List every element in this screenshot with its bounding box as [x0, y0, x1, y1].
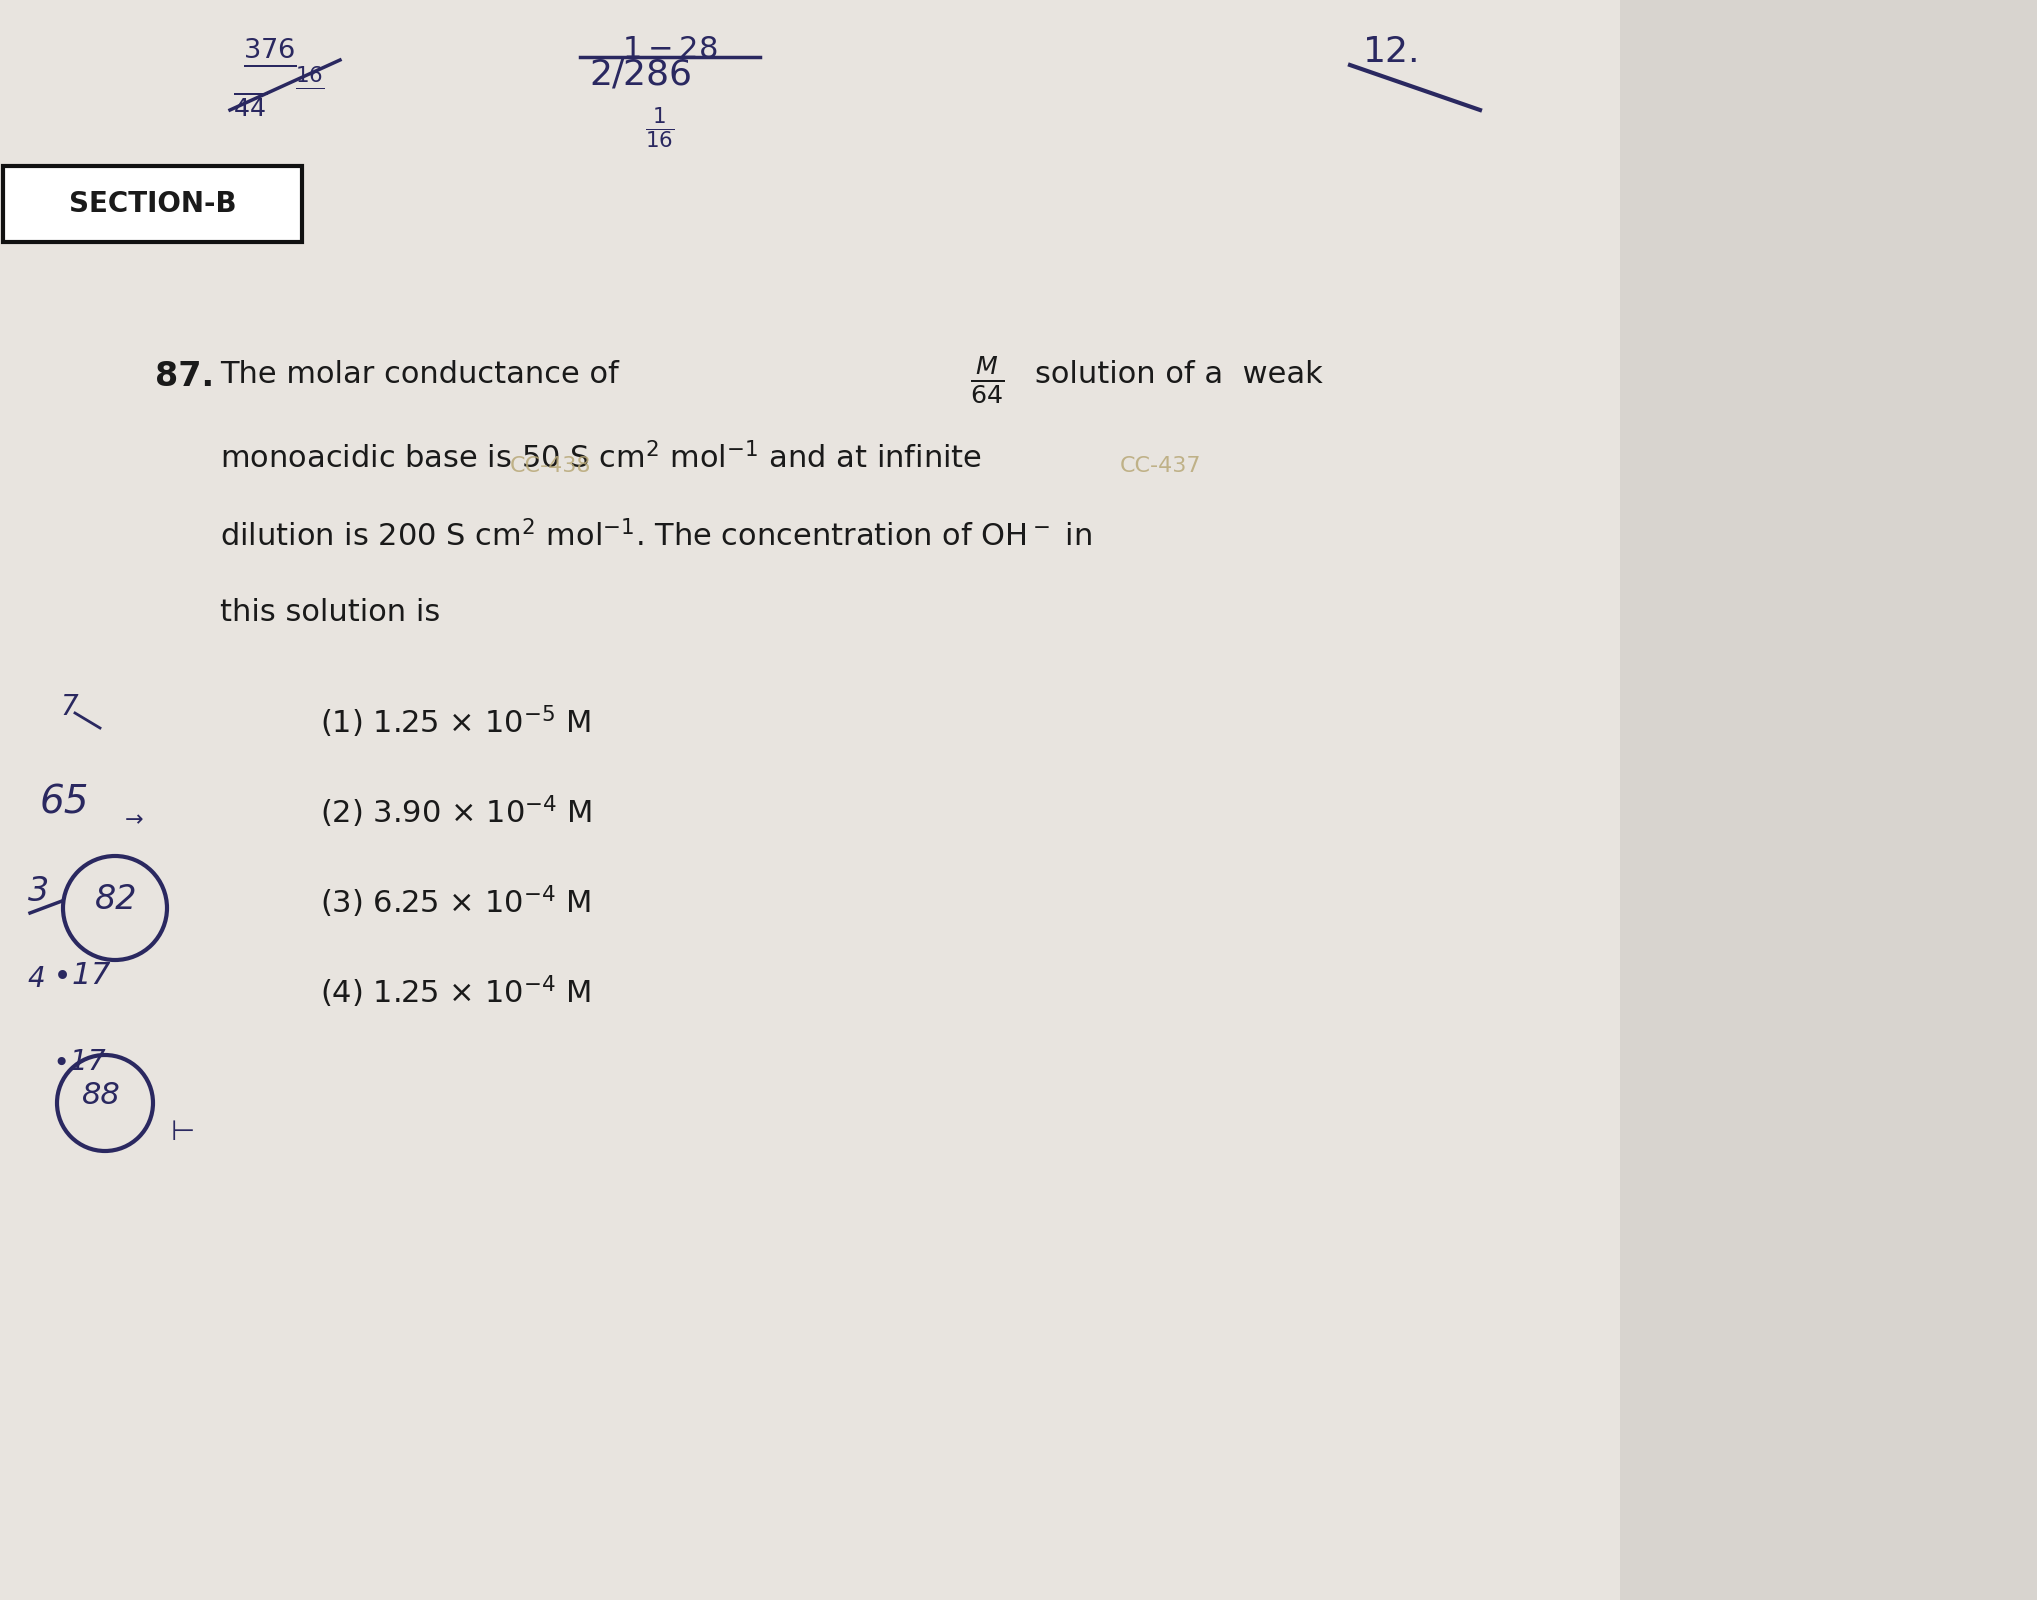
Text: $2/286$: $2/286$: [589, 58, 691, 91]
Text: this solution is: this solution is: [220, 598, 440, 627]
Text: $\bullet$17: $\bullet$17: [53, 1048, 106, 1075]
Text: $\bullet$17: $\bullet$17: [53, 962, 112, 990]
Text: solution of a  weak: solution of a weak: [1035, 360, 1322, 389]
Text: The molar conductance of: The molar conductance of: [220, 360, 619, 389]
Text: CC-438: CC-438: [509, 456, 591, 477]
Text: dilution is 200 S cm$^2$ mol$^{-1}$. The concentration of OH$^-$ in: dilution is 200 S cm$^2$ mol$^{-1}$. The…: [220, 520, 1092, 552]
Bar: [1619, 0, 2037, 1600]
Text: (3) 6.25 × 10$^{-4}$ M: (3) 6.25 × 10$^{-4}$ M: [320, 883, 591, 920]
Text: SECTION-B: SECTION-B: [69, 190, 236, 218]
Text: 7: 7: [59, 693, 77, 722]
Text: monoacidic base is 50 S cm$^2$ mol$^{-1}$ and at infinite: monoacidic base is 50 S cm$^2$ mol$^{-1}…: [220, 442, 982, 475]
Text: 87.: 87.: [155, 360, 214, 394]
Text: $\frac{M}{64}$: $\frac{M}{64}$: [970, 354, 1004, 405]
FancyBboxPatch shape: [2, 166, 301, 242]
Text: 65: 65: [41, 782, 90, 821]
Text: $\frac{16}{\ }$: $\frac{16}{\ }$: [295, 70, 324, 99]
Text: (2) 3.90 × 10$^{-4}$ M: (2) 3.90 × 10$^{-4}$ M: [320, 794, 593, 829]
Text: $\frac{1}{16}$: $\frac{1}{16}$: [646, 106, 674, 150]
Text: 88: 88: [81, 1082, 120, 1110]
Text: 3: 3: [29, 875, 49, 909]
Text: $12.$: $12.$: [1363, 35, 1418, 69]
Text: $1-28$: $1-28$: [621, 35, 717, 64]
Text: $\rightarrow$: $\rightarrow$: [120, 808, 145, 829]
Text: CC-437: CC-437: [1120, 456, 1202, 477]
Text: 82: 82: [96, 883, 139, 915]
Text: 4: 4: [29, 965, 45, 994]
Text: $\vdash$: $\vdash$: [165, 1118, 194, 1146]
Text: (4) 1.25 × 10$^{-4}$ M: (4) 1.25 × 10$^{-4}$ M: [320, 973, 591, 1010]
Text: (1) 1.25 × 10$^{-5}$ M: (1) 1.25 × 10$^{-5}$ M: [320, 702, 591, 739]
Text: $\frac{\ }{44}$: $\frac{\ }{44}$: [232, 85, 267, 118]
Text: $\frac{376}{\ }$: $\frac{376}{\ }$: [242, 45, 297, 83]
